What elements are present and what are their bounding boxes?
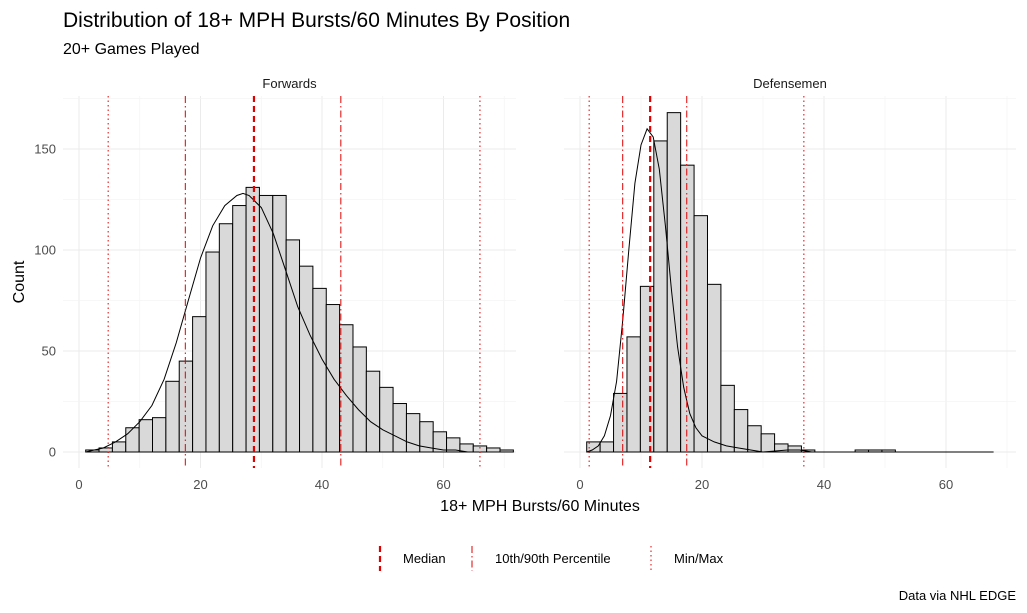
histogram-bar [299, 265, 314, 453]
x-tick-label: 0 [75, 477, 82, 492]
histogram-bar [787, 445, 802, 453]
histogram-bar [232, 205, 247, 453]
histogram-bar [138, 419, 154, 453]
histogram-bar [312, 287, 327, 453]
histogram-bar [178, 360, 194, 453]
histogram-bar [379, 386, 394, 453]
histogram-bar [125, 427, 140, 453]
legend-label: Median [403, 551, 446, 566]
histogram-bar [165, 380, 180, 453]
caption: Data via NHL EDGE [899, 588, 1017, 603]
bars-defensemen [586, 112, 896, 453]
reference-lines-forwards [107, 96, 481, 468]
histogram-bar [245, 186, 260, 453]
strip-label-defensemen: Defensemen [753, 76, 827, 91]
histogram-bar [599, 441, 615, 453]
y-tick-label: 100 [34, 243, 56, 258]
histogram-bar [747, 425, 762, 453]
histogram-bar [392, 403, 407, 453]
histogram-bar [352, 346, 367, 453]
histogram-bar [626, 336, 641, 453]
histogram-bar [218, 223, 234, 453]
legend-label: Min/Max [674, 551, 724, 566]
bars-forwards [85, 186, 514, 453]
x-tick-label: 20 [193, 477, 207, 492]
histogram-bar [365, 370, 381, 453]
strip-label-forwards: Forwards [262, 76, 317, 91]
chart-title: Distribution of 18+ MPH Bursts/60 Minute… [63, 9, 570, 32]
x-axis-ticks: 0 20 40 60 0 20 40 60 [75, 477, 953, 492]
y-tick-label: 50 [42, 344, 56, 359]
x-tick-label: 40 [817, 477, 831, 492]
histogram-bar [152, 417, 167, 453]
legend: Median 10th/90th Percentile Min/Max [378, 546, 724, 571]
y-axis-title: Count [11, 260, 28, 303]
y-tick-label: 0 [49, 445, 56, 460]
histogram-bar [706, 283, 722, 453]
histogram-bar [613, 392, 628, 453]
histogram-bar [499, 449, 514, 453]
density-curve-forwards [85, 192, 468, 453]
x-tick-label: 20 [695, 477, 709, 492]
density-curve-defensemen [586, 127, 994, 453]
y-axis-ticks: 0 50 100 150 [34, 142, 56, 460]
histogram-bar [272, 194, 287, 453]
histogram-bar [693, 215, 708, 453]
histogram-bar [339, 324, 354, 453]
histogram-bar [285, 239, 301, 453]
panel-defensemen: Defensemen [564, 76, 1016, 468]
legend-label: 10th/90th Percentile [495, 551, 611, 566]
x-axis-title: 18+ MPH Bursts/60 Minutes [440, 498, 640, 515]
x-tick-label: 40 [315, 477, 329, 492]
y-tick-label: 150 [34, 142, 56, 157]
histogram-bar [733, 409, 749, 453]
histogram-bar [486, 447, 501, 453]
x-tick-label: 60 [436, 477, 450, 492]
histogram-bar [680, 164, 695, 453]
chart-subtitle: 20+ Games Played [63, 41, 200, 58]
histogram-bar [405, 413, 421, 453]
histogram-bar [258, 194, 274, 453]
panel-forwards: Forwards [63, 76, 516, 468]
histogram-bar [666, 112, 682, 453]
histogram-bar [653, 140, 668, 453]
histogram-bar [192, 316, 207, 453]
x-tick-label: 60 [939, 477, 953, 492]
histogram-bar [720, 384, 735, 453]
histogram-bar [472, 445, 488, 453]
reference-lines-defensemen [588, 96, 805, 468]
histogram-bar [205, 251, 220, 453]
histogram-bar [639, 285, 655, 453]
histogram-bar [111, 441, 127, 453]
histogram-bar [760, 433, 776, 453]
x-tick-label: 0 [576, 477, 583, 492]
